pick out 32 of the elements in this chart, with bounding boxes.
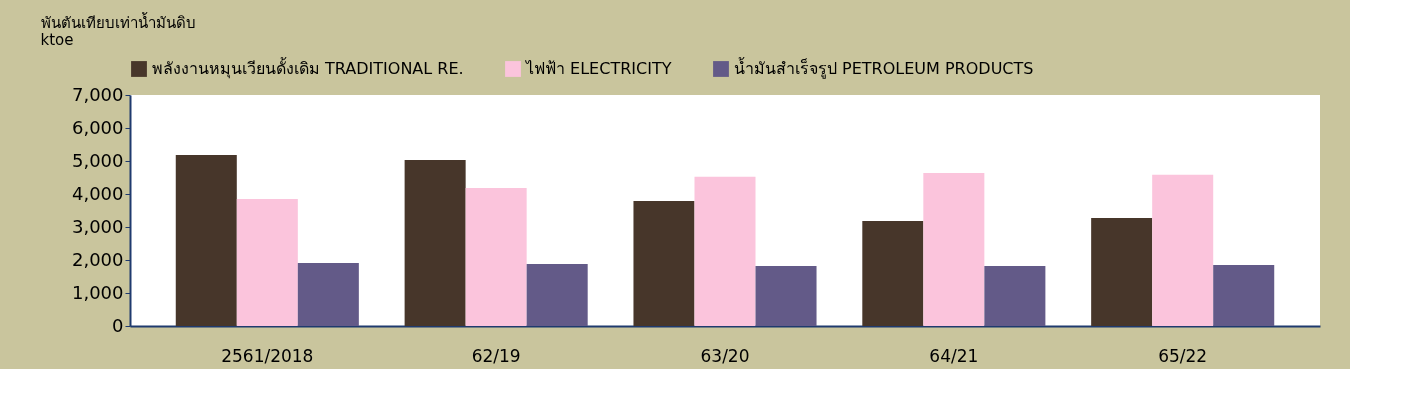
bar [1213, 264, 1275, 326]
bar [236, 198, 298, 326]
y-tick-label: 3,000 [71, 215, 124, 237]
y-tick-label: 4,000 [71, 182, 124, 204]
bar [404, 160, 466, 326]
bar [297, 262, 359, 326]
y-axis-title: พันตันเทียบเท่าน้ำมันดิบ ktoe [40, 11, 196, 49]
bar [1152, 174, 1214, 326]
x-tick-label: 64/21 [929, 345, 979, 366]
x-tick-label: 65/22 [1158, 345, 1208, 366]
bar [633, 200, 695, 326]
y-tick-label: 2,000 [71, 248, 124, 270]
legend-label: น้ำมันสำเร็จรูป PETROLEUM PRODUCTS [734, 57, 1034, 79]
legend-label: ไฟฟ้า ELECTRICITY [524, 59, 672, 78]
bar [694, 176, 756, 326]
y-tick-label: 1,000 [71, 281, 124, 303]
y-tick-label: 5,000 [71, 149, 124, 171]
y-tick-label: 0 [112, 314, 124, 336]
y-tick-label: 6,000 [71, 116, 124, 138]
bar [1091, 218, 1153, 326]
bar [465, 188, 527, 326]
bar [755, 265, 817, 326]
x-tick-label: 2561/2018 [221, 345, 314, 366]
bar [984, 265, 1046, 326]
bar [923, 172, 985, 326]
bar [175, 155, 237, 326]
x-tick-label: 62/19 [471, 345, 521, 366]
bar [862, 221, 924, 326]
bar [526, 263, 588, 326]
legend-label: พลังงานหมุนเวียนดั้งเดิม TRADITIONAL RE. [152, 57, 464, 79]
y-tick-label: 7,000 [71, 83, 124, 105]
x-tick-label: 63/20 [700, 345, 750, 366]
